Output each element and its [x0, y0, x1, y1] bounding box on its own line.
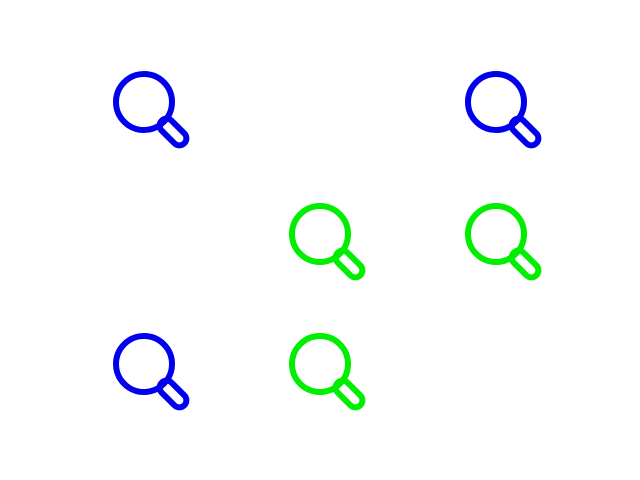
magnifier-icon [284, 328, 374, 418]
magnifier-icon [108, 66, 198, 156]
magnifier-icon [460, 66, 550, 156]
magnifier-icon [284, 198, 374, 288]
magnifier-icon [108, 328, 198, 418]
magnifier-icon [460, 198, 550, 288]
